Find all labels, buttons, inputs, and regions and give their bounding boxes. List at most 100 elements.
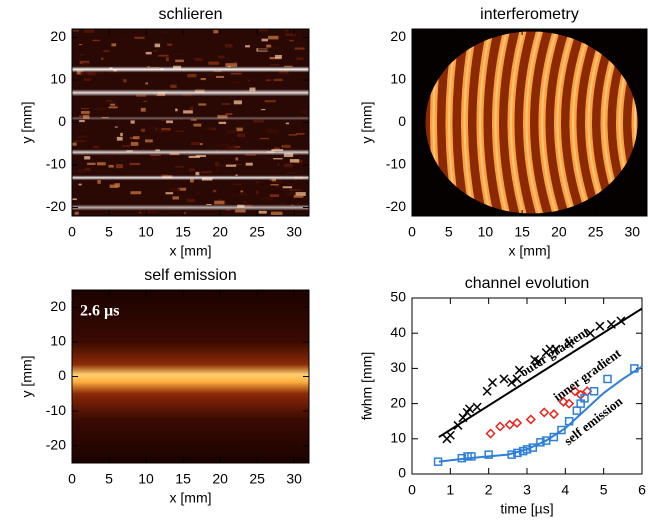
y-tick-label: 50: [390, 289, 406, 305]
x-axis-label: time [µs]: [500, 501, 553, 517]
point: [525, 414, 536, 425]
image-speckle: [93, 145, 100, 149]
image-speckle: [190, 142, 200, 146]
annotation: 2.6 µs: [80, 303, 119, 320]
image-speckle: [72, 30, 80, 32]
image-speckle: [215, 144, 226, 147]
image-speckle: [233, 100, 242, 105]
y-tick-label: 30: [390, 359, 406, 375]
image-speckle: [255, 181, 259, 184]
panel-title: self emission: [144, 267, 236, 284]
fringes: [425, 31, 638, 214]
image-speckle: [145, 51, 152, 55]
image-speckle: [143, 100, 148, 102]
x-tick-label: 30: [625, 224, 641, 240]
image-speckle: [283, 163, 293, 168]
point: [580, 394, 589, 403]
x-tick-label: 5: [445, 224, 453, 240]
image-bg: [72, 290, 309, 463]
image-speckle: [97, 180, 101, 184]
image-speckle: [273, 158, 283, 160]
point: [512, 374, 522, 384]
image-speckle: [122, 144, 131, 148]
image-speckle: [129, 162, 141, 166]
y-tick-label: -10: [46, 402, 66, 418]
image-speckle: [80, 71, 88, 75]
image-speckle: [108, 106, 118, 109]
image-speckle: [84, 29, 95, 33]
x-tick-label: 3: [523, 482, 531, 498]
point: [511, 417, 523, 429]
image-speckle: [289, 189, 301, 191]
panel: self emission x [mm] y [mm] 2.6 µs 0 5 10 15 20 2…: [19, 267, 310, 506]
image-speckle: [153, 49, 158, 52]
image-speckle: [195, 155, 206, 158]
image-speckle: [78, 44, 82, 46]
image-streak: [72, 149, 309, 156]
image-speckle: [225, 113, 233, 116]
image-speckle: [228, 145, 232, 149]
point: [572, 406, 582, 415]
image-speckle: [293, 195, 304, 198]
image-streak: [72, 89, 309, 97]
image-speckle: [170, 188, 181, 192]
panel: schlieren x [mm] y [mm] 0 5 10 15 20 25 30 -20 -10 0…: [19, 6, 310, 259]
image-speckle: [230, 146, 241, 148]
y-axis-label: y [mm]: [19, 102, 35, 144]
image-speckle: [123, 79, 127, 83]
image-speckle: [189, 168, 195, 172]
image-speckle: [103, 50, 110, 52]
image-speckle: [183, 110, 193, 114]
image-speckle: [282, 186, 293, 189]
image-speckle: [245, 45, 250, 48]
image-speckle: [167, 43, 173, 46]
y-tick-label: -10: [46, 156, 66, 172]
image-speckle: [166, 120, 173, 124]
image-speckle: [101, 57, 104, 60]
y-tick-label: 0: [58, 367, 66, 383]
image-speckle: [188, 155, 201, 158]
image-speckle: [284, 191, 296, 196]
x-tick-label: 10: [138, 471, 154, 487]
x-tick-label: 5: [600, 482, 608, 498]
image-speckle: [258, 210, 267, 214]
panel-title: channel evolution: [465, 275, 590, 292]
image-speckle: [221, 143, 230, 146]
image-speckle: [219, 198, 222, 203]
image-speckle: [281, 144, 291, 148]
point: [564, 339, 574, 349]
x-tick-label: 30: [286, 471, 302, 487]
x-tick-label: 15: [175, 471, 191, 487]
image-speckle: [231, 81, 241, 84]
image-streak: [72, 66, 309, 73]
fringe-core: [479, 31, 492, 214]
image-speckle: [77, 135, 88, 139]
y-tick-label: 20: [50, 298, 66, 314]
image-speckle: [247, 79, 250, 82]
x-tick-label: 20: [212, 471, 228, 487]
image-speckle: [278, 50, 286, 52]
image-speckle: [145, 139, 153, 143]
image-speckle: [120, 132, 123, 137]
image-speckle: [230, 72, 242, 75]
image-speckle: [285, 33, 297, 36]
panel-title: schlieren: [158, 6, 222, 23]
image-speckle: [199, 143, 203, 146]
image-speckle: [200, 170, 213, 174]
image-streak: [72, 175, 309, 181]
point: [539, 407, 550, 418]
point: [467, 452, 476, 461]
image-speckle: [216, 164, 228, 168]
image-speckle: [108, 164, 114, 168]
x-tick-label: 20: [551, 224, 567, 240]
x-tick-label: 0: [68, 471, 76, 487]
image-speckle: [200, 138, 203, 140]
image-speckle: [111, 43, 117, 47]
image-speckle: [81, 111, 90, 114]
image-speckle: [84, 156, 91, 160]
image-speckle: [262, 197, 274, 201]
x-tick-label: 25: [588, 224, 604, 240]
image-speckle: [102, 155, 114, 157]
image-speckle: [206, 73, 213, 77]
